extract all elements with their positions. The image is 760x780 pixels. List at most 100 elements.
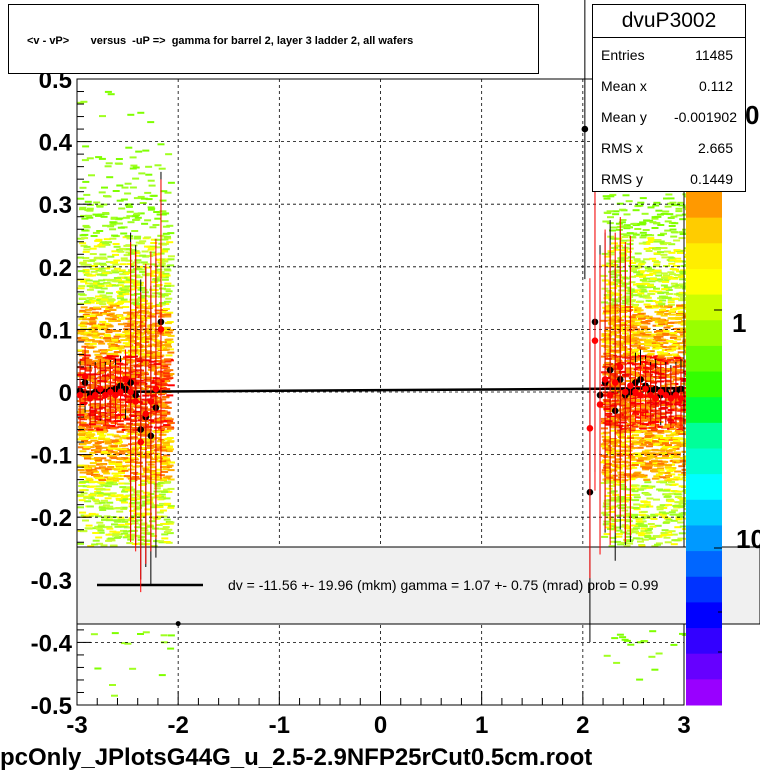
heat-cell <box>630 317 638 320</box>
heat-cell <box>609 439 617 442</box>
heat-cell <box>82 270 90 272</box>
heat-cell <box>118 293 126 296</box>
heat-cell <box>162 272 170 275</box>
heat-cell <box>656 324 663 327</box>
heat-cell <box>156 448 164 450</box>
heat-cell <box>667 216 675 219</box>
heat-cell <box>92 340 100 343</box>
heat-cell <box>133 365 141 368</box>
heat-cell <box>648 421 656 424</box>
heat-cell <box>136 451 144 454</box>
heat-cell <box>88 385 96 388</box>
heat-cell <box>671 483 679 486</box>
heat-cell <box>130 420 138 422</box>
heat-cell <box>101 451 109 453</box>
heat-cell <box>649 342 657 345</box>
heat-cell <box>86 378 94 381</box>
heat-cell <box>675 518 683 521</box>
heat-cell <box>83 259 90 262</box>
heat-cell <box>647 334 655 337</box>
heat-cell <box>85 367 93 370</box>
heat-cell <box>82 313 90 316</box>
heat-cell <box>121 408 129 411</box>
heat-cell <box>679 342 687 345</box>
heat-cell <box>622 277 630 280</box>
heat-cell <box>159 412 167 415</box>
heat-cell <box>117 297 124 300</box>
heat-cell <box>640 452 648 455</box>
heat-cell <box>139 271 147 273</box>
heat-cell <box>668 243 676 246</box>
heat-cell <box>120 357 128 360</box>
heat-cell <box>630 395 638 398</box>
heat-cell <box>615 345 623 348</box>
heat-cell <box>117 281 125 284</box>
heat-cell <box>674 338 682 341</box>
heat-cell <box>86 505 94 508</box>
heat-cell <box>632 374 640 377</box>
heat-cell <box>648 363 656 366</box>
heat-cell <box>653 475 661 478</box>
heat-cell <box>159 287 166 290</box>
heat-cell <box>643 303 651 306</box>
heat-cell <box>627 321 635 324</box>
heat-cell <box>120 506 128 509</box>
heat-cell <box>636 446 644 449</box>
heat-cell <box>91 311 99 314</box>
heat-cell <box>679 297 687 300</box>
heat-cell <box>149 263 157 266</box>
heat-cell <box>112 253 119 256</box>
heat-cell <box>666 325 674 327</box>
heat-cell <box>625 326 633 329</box>
heat-cell <box>165 450 173 453</box>
heat-cell <box>83 446 91 449</box>
heat-cell <box>145 477 152 480</box>
heat-cell <box>675 425 683 428</box>
heat-cell <box>635 462 643 464</box>
heat-cell <box>670 543 678 546</box>
heat-cell <box>166 437 174 439</box>
heat-cell <box>639 505 647 508</box>
heat-cell <box>608 281 615 284</box>
heat-cell <box>136 284 144 287</box>
heat-cell <box>131 215 139 218</box>
heat-cell <box>664 479 672 482</box>
heat-cell <box>100 446 108 449</box>
heat-cell <box>130 415 138 417</box>
heat-cell <box>643 413 651 416</box>
heat-cell <box>97 420 105 423</box>
heat-cell <box>147 422 155 424</box>
heat-cell <box>605 290 613 292</box>
heat-cell <box>639 288 647 291</box>
heat-cell <box>676 424 683 427</box>
heat-cell <box>149 472 157 475</box>
heat-cell <box>144 350 152 353</box>
heat-cell <box>77 400 85 403</box>
heat-cell <box>625 520 633 523</box>
heat-cell <box>666 256 674 259</box>
heat-cell <box>140 409 148 412</box>
heat-cell <box>96 398 103 401</box>
heat-cell <box>105 377 113 380</box>
heat-cell <box>134 342 141 345</box>
heat-cell <box>644 481 652 484</box>
heat-cell <box>83 495 91 498</box>
heat-cell <box>138 306 146 309</box>
heat-cell <box>615 285 623 288</box>
heat-cell <box>128 269 135 272</box>
heat-cell <box>92 498 99 501</box>
heat-cell <box>635 386 643 388</box>
heat-cell <box>642 241 650 244</box>
heat-cell <box>637 286 645 289</box>
heat-cell <box>124 329 132 332</box>
heat-cell <box>147 206 155 209</box>
heat-cell <box>665 474 672 477</box>
heat-cell <box>153 483 161 486</box>
heat-cell <box>605 471 612 473</box>
heat-cell <box>163 541 171 543</box>
heat-cell <box>115 535 123 538</box>
heat-cell <box>118 416 126 418</box>
heat-cell <box>103 267 111 270</box>
heat-cell <box>646 417 654 420</box>
heat-cell <box>110 216 118 219</box>
